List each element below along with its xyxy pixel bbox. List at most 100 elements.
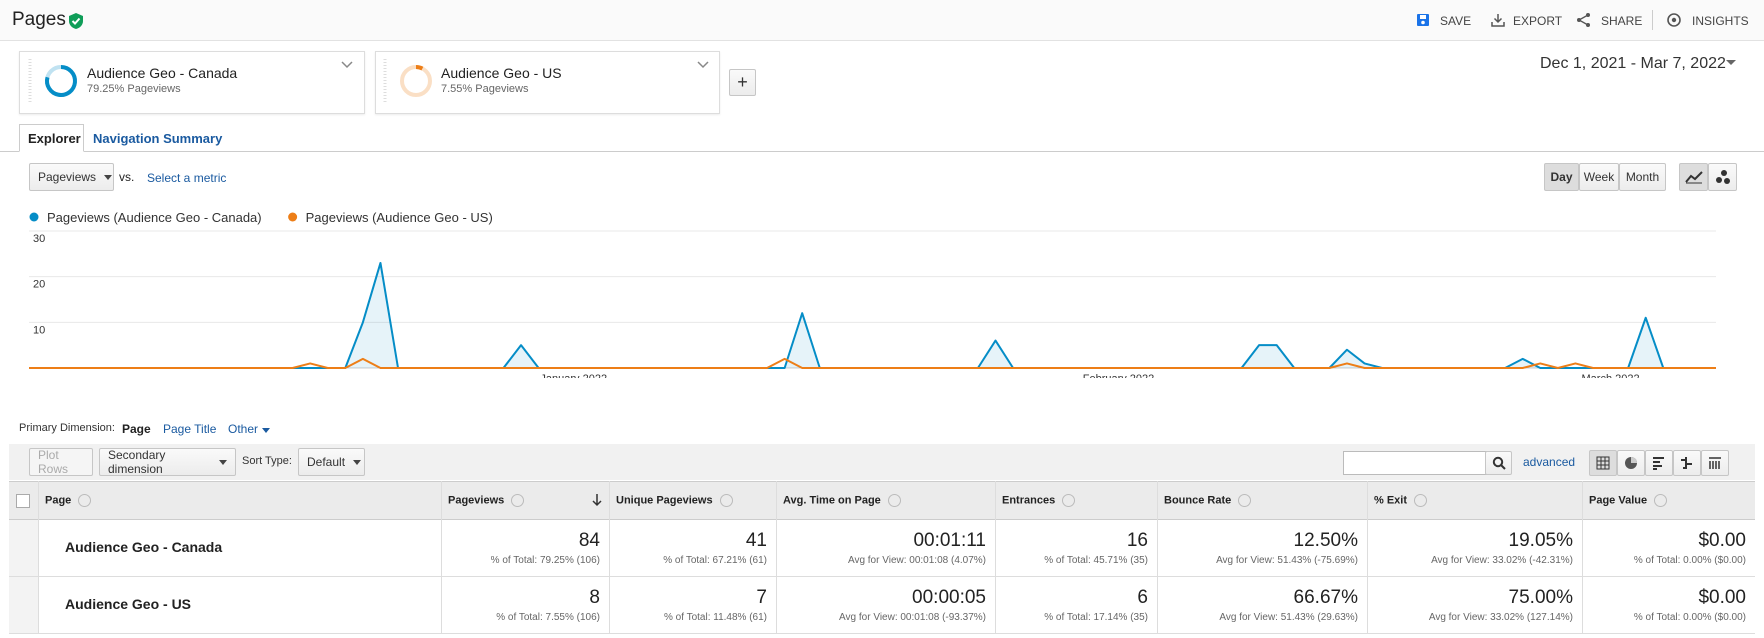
- search-button[interactable]: [1485, 451, 1512, 475]
- secondary-dimension-select[interactable]: Secondary dimension: [99, 448, 236, 476]
- date-dropdown[interactable]: [1724, 58, 1738, 68]
- column-title[interactable]: % Exit: [1374, 494, 1408, 507]
- month-button[interactable]: Month: [1619, 163, 1666, 191]
- tab-label[interactable]: Explorer: [28, 131, 81, 146]
- advanced-link[interactable]: advanced: [1523, 455, 1576, 469]
- share-button[interactable]: SHARE: [1601, 14, 1643, 28]
- metric-value: 41: [745, 530, 767, 551]
- column-divider: [609, 481, 610, 634]
- help-icon[interactable]: [78, 494, 92, 507]
- segment-metric: Pageviews: [475, 83, 529, 95]
- export-icon[interactable]: [1490, 12, 1506, 28]
- tab-active[interactable]: [19, 124, 84, 152]
- motion-chart-button[interactable]: [1708, 163, 1737, 191]
- column-header: Entrances: [1002, 494, 1076, 507]
- column-divider: [1157, 481, 1158, 634]
- column-title[interactable]: Entrances: [1002, 494, 1056, 507]
- table-row: [9, 577, 1755, 634]
- legend-label: Pageviews (Audience Geo - US): [306, 210, 493, 225]
- column-title[interactable]: Page Value: [1589, 494, 1648, 507]
- pivot-view-button[interactable]: [1701, 450, 1729, 476]
- add-segment-button[interactable]: +: [729, 69, 756, 96]
- table-row: [9, 520, 1755, 577]
- header-checkbox: [16, 494, 30, 508]
- dimension-option[interactable]: Page Title: [163, 422, 217, 436]
- export-button[interactable]: EXPORT: [1513, 14, 1563, 28]
- column-title[interactable]: Bounce Rate: [1164, 494, 1232, 507]
- segment-dropdown[interactable]: [696, 60, 710, 70]
- series-area: [29, 262, 1716, 368]
- page-title: Pages: [12, 9, 66, 30]
- day-button[interactable]: Day: [1544, 163, 1579, 191]
- column-title[interactable]: Avg. Time on Page: [783, 494, 881, 507]
- segment-dropdown[interactable]: [340, 60, 354, 70]
- help-icon[interactable]: [1062, 494, 1076, 507]
- metric-value: 00:01:11: [913, 530, 986, 551]
- metric-sub: % of Total: 17.14% (35): [1044, 612, 1148, 623]
- metric-sub: Avg for View: 33.02% (-42.31%): [1431, 555, 1573, 566]
- share-icon[interactable]: [1576, 12, 1592, 28]
- metric-sub: Avg for View: 51.43% (-75.69%): [1216, 555, 1358, 566]
- pie-view-button[interactable]: [1617, 450, 1645, 476]
- help-icon[interactable]: [719, 494, 733, 507]
- help-icon[interactable]: [1414, 494, 1428, 507]
- bar-view-button[interactable]: [1645, 450, 1673, 476]
- sort-select[interactable]: Default: [298, 448, 365, 476]
- segment-summary: 7.55% Pageviews: [441, 83, 528, 95]
- header-bar: [0, 0, 1764, 41]
- x-tick-label: February 2022: [1083, 373, 1155, 378]
- verified-icon: [69, 13, 83, 29]
- help-icon[interactable]: [1238, 494, 1252, 507]
- save-icon[interactable]: [1416, 13, 1430, 27]
- compare-metric-link[interactable]: Select a metric: [147, 171, 227, 185]
- metric-value: 16: [1126, 530, 1148, 551]
- metric-sub: % of Total: 0.00% ($0.00): [1633, 555, 1746, 566]
- segment-card[interactable]: [19, 51, 365, 114]
- line-chart-button[interactable]: [1679, 163, 1708, 191]
- table-view-button[interactable]: [1589, 450, 1617, 476]
- save-button[interactable]: SAVE: [1440, 14, 1472, 28]
- row-select-cell: [9, 577, 38, 633]
- tab-underline: [0, 151, 1764, 152]
- sort-type-label: Sort Type:: [242, 455, 292, 467]
- page-cell: Audience Geo - US: [65, 596, 192, 612]
- tab-label[interactable]: Navigation Summary: [93, 131, 223, 146]
- date-range[interactable]: Dec 1, 2021 - Mar 7, 2022: [1540, 55, 1726, 72]
- sort-arrow[interactable]: [591, 493, 603, 507]
- segment-metric: Pageviews: [127, 83, 181, 95]
- metric-sub: % of Total: 45.71% (35): [1044, 555, 1148, 566]
- metric-sub: % of Total: 67.21% (61): [663, 555, 767, 566]
- column-title[interactable]: Unique Pageviews: [616, 494, 713, 507]
- help-icon[interactable]: [511, 494, 525, 507]
- segment-card[interactable]: [375, 51, 720, 114]
- compare-view-button[interactable]: [1673, 450, 1701, 476]
- chart: Pageviews (Audience Geo - Canada) Pagevie…: [29, 210, 1716, 378]
- y-tick-label: 30: [33, 233, 45, 245]
- table-search-input[interactable]: [1343, 451, 1487, 475]
- column-header: Bounce Rate: [1164, 494, 1252, 507]
- dimension-option[interactable]: Other: [228, 422, 271, 436]
- week-button[interactable]: Week: [1579, 163, 1619, 191]
- column-divider: [38, 481, 39, 634]
- column-divider: [1367, 481, 1368, 634]
- metric-sub: % of Total: 79.25% (106): [490, 555, 600, 566]
- column-header: Page Value: [1589, 494, 1668, 507]
- metric-value: 66.67%: [1293, 587, 1358, 608]
- help-icon[interactable]: [1654, 494, 1668, 507]
- help-icon[interactable]: [887, 494, 901, 507]
- column-title[interactable]: Pageviews: [448, 494, 505, 507]
- dimension-option[interactable]: Page: [122, 422, 151, 436]
- insights-button[interactable]: INSIGHTS: [1692, 14, 1749, 28]
- series-line: [29, 261, 1716, 369]
- insights-icon[interactable]: [1666, 12, 1682, 28]
- metric-value: 12.50%: [1293, 530, 1358, 551]
- column-title[interactable]: Page: [45, 494, 72, 507]
- y-tick-label: 20: [33, 279, 45, 291]
- dimension-other[interactable]: Other: [228, 422, 259, 436]
- metric-select[interactable]: Pageviews: [29, 163, 114, 191]
- metric-sub: Avg for View: 00:01:08 (-93.37%): [839, 612, 986, 623]
- y-tick-label: 10: [33, 324, 45, 336]
- plot-rows-button[interactable]: Plot Rows: [29, 448, 93, 476]
- segment-share: 7.55%: [441, 83, 473, 95]
- column-header: % Exit: [1374, 494, 1428, 507]
